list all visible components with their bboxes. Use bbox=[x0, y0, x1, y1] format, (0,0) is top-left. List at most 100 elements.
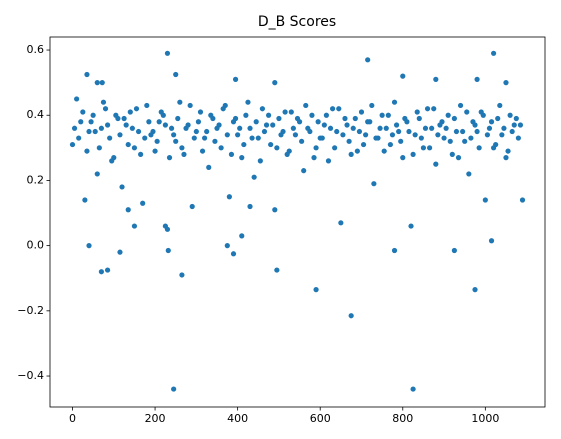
point bbox=[76, 135, 82, 141]
point bbox=[152, 148, 158, 154]
x-tick-label: 800 bbox=[392, 412, 413, 425]
point bbox=[511, 122, 517, 128]
point bbox=[383, 125, 389, 131]
point bbox=[90, 112, 96, 118]
point bbox=[429, 125, 435, 131]
point bbox=[356, 128, 363, 135]
point bbox=[288, 109, 294, 115]
point bbox=[133, 106, 140, 112]
point bbox=[451, 115, 457, 122]
point bbox=[391, 99, 398, 105]
point bbox=[348, 313, 354, 319]
point bbox=[74, 96, 80, 102]
point bbox=[307, 128, 313, 135]
point bbox=[78, 119, 84, 125]
point bbox=[125, 207, 131, 213]
point bbox=[424, 106, 431, 112]
point bbox=[433, 161, 439, 167]
point bbox=[365, 57, 371, 63]
point bbox=[173, 71, 179, 78]
y-tick-label: 0.0 bbox=[27, 239, 45, 252]
point bbox=[156, 119, 162, 125]
point bbox=[241, 141, 247, 148]
point bbox=[195, 119, 202, 125]
point bbox=[144, 102, 150, 109]
point bbox=[247, 203, 253, 210]
point bbox=[117, 249, 123, 255]
x-tick-label: 200 bbox=[145, 412, 166, 425]
point bbox=[202, 135, 208, 141]
point bbox=[482, 197, 488, 203]
point bbox=[212, 138, 218, 144]
point bbox=[447, 138, 453, 144]
point bbox=[224, 132, 230, 138]
point bbox=[519, 197, 526, 203]
point bbox=[206, 164, 212, 170]
point bbox=[247, 125, 253, 131]
point bbox=[319, 135, 325, 141]
point bbox=[257, 158, 263, 164]
point bbox=[259, 106, 266, 112]
point bbox=[123, 122, 129, 128]
point bbox=[164, 50, 171, 56]
point bbox=[193, 128, 199, 135]
point bbox=[398, 138, 404, 144]
x-tick-label: 1000 bbox=[471, 412, 499, 425]
point bbox=[354, 148, 360, 154]
point bbox=[517, 122, 524, 128]
point bbox=[499, 132, 505, 138]
point bbox=[173, 138, 179, 144]
point bbox=[84, 71, 90, 78]
point bbox=[274, 145, 280, 151]
point bbox=[431, 106, 437, 112]
point bbox=[509, 128, 515, 135]
y-tick-label: 0.4 bbox=[27, 108, 45, 121]
point bbox=[204, 128, 210, 135]
point bbox=[400, 155, 406, 161]
point bbox=[381, 148, 387, 154]
point bbox=[503, 80, 509, 86]
point bbox=[162, 223, 168, 229]
point bbox=[466, 171, 472, 177]
point bbox=[294, 115, 301, 122]
point bbox=[150, 128, 156, 135]
point bbox=[131, 145, 138, 151]
point bbox=[497, 102, 503, 109]
point bbox=[439, 119, 445, 125]
point bbox=[474, 76, 480, 82]
point bbox=[69, 141, 76, 148]
point bbox=[71, 125, 78, 131]
point bbox=[292, 132, 299, 138]
point bbox=[493, 141, 499, 148]
point bbox=[109, 158, 115, 164]
point bbox=[282, 109, 288, 115]
point bbox=[232, 115, 239, 122]
point bbox=[336, 106, 342, 112]
point bbox=[99, 80, 105, 86]
point bbox=[327, 125, 334, 131]
point bbox=[245, 99, 251, 105]
point bbox=[162, 122, 168, 128]
point bbox=[365, 119, 371, 125]
point bbox=[350, 125, 356, 131]
point bbox=[158, 109, 164, 115]
point bbox=[183, 125, 189, 131]
y-tick-label: −0.2 bbox=[17, 304, 44, 317]
point bbox=[299, 138, 305, 144]
point bbox=[113, 112, 119, 118]
point bbox=[276, 115, 282, 122]
point bbox=[255, 135, 261, 141]
point bbox=[342, 115, 348, 122]
point bbox=[208, 112, 214, 118]
point bbox=[418, 135, 424, 141]
point bbox=[239, 155, 245, 161]
point bbox=[348, 151, 354, 157]
point bbox=[218, 145, 224, 151]
point bbox=[377, 125, 383, 131]
point bbox=[464, 109, 470, 115]
point bbox=[373, 135, 379, 141]
x-tick-label: 400 bbox=[227, 412, 248, 425]
point bbox=[171, 132, 177, 138]
point bbox=[125, 141, 131, 148]
x-tick-label: 0 bbox=[69, 412, 76, 425]
